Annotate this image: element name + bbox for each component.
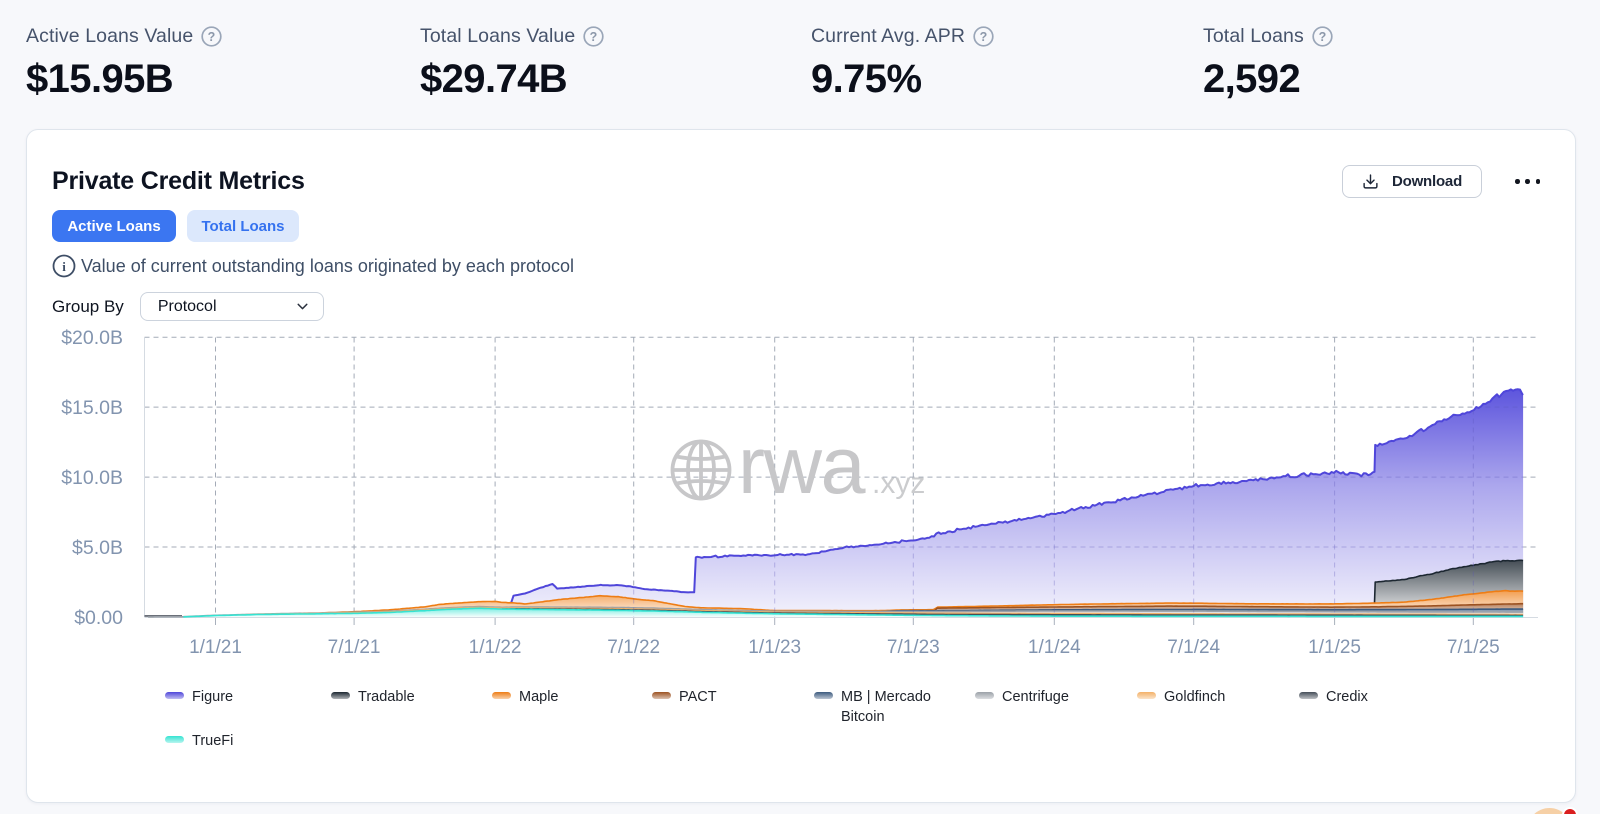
svg-text:$10.0B: $10.0B xyxy=(61,467,123,489)
svg-text:$15.0B: $15.0B xyxy=(61,397,123,419)
svg-text:?: ? xyxy=(590,30,598,44)
svg-text:?: ? xyxy=(208,30,216,44)
svg-text:1/1/21: 1/1/21 xyxy=(189,637,242,658)
svg-text:7/1/24: 7/1/24 xyxy=(1167,637,1220,658)
svg-text:$20.0B: $20.0B xyxy=(61,327,123,349)
svg-text:7/1/23: 7/1/23 xyxy=(887,637,940,658)
svg-text:1/1/25: 1/1/25 xyxy=(1308,637,1361,658)
svg-text:.xyz: .xyz xyxy=(872,467,925,500)
svg-text:1/1/22: 1/1/22 xyxy=(469,637,522,658)
svg-text:7/1/21: 7/1/21 xyxy=(328,637,381,658)
svg-text:$0.00: $0.00 xyxy=(74,607,123,629)
svg-text:?: ? xyxy=(980,30,988,44)
svg-text:i: i xyxy=(62,259,66,274)
svg-text:7/1/22: 7/1/22 xyxy=(607,637,660,658)
svg-text:?: ? xyxy=(1318,30,1326,44)
svg-text:1/1/23: 1/1/23 xyxy=(748,637,801,658)
svg-text:7/1/25: 7/1/25 xyxy=(1447,637,1500,658)
svg-text:$5.0B: $5.0B xyxy=(72,537,123,559)
svg-text:1/1/24: 1/1/24 xyxy=(1028,637,1081,658)
svg-text:rwa: rwa xyxy=(738,421,866,511)
